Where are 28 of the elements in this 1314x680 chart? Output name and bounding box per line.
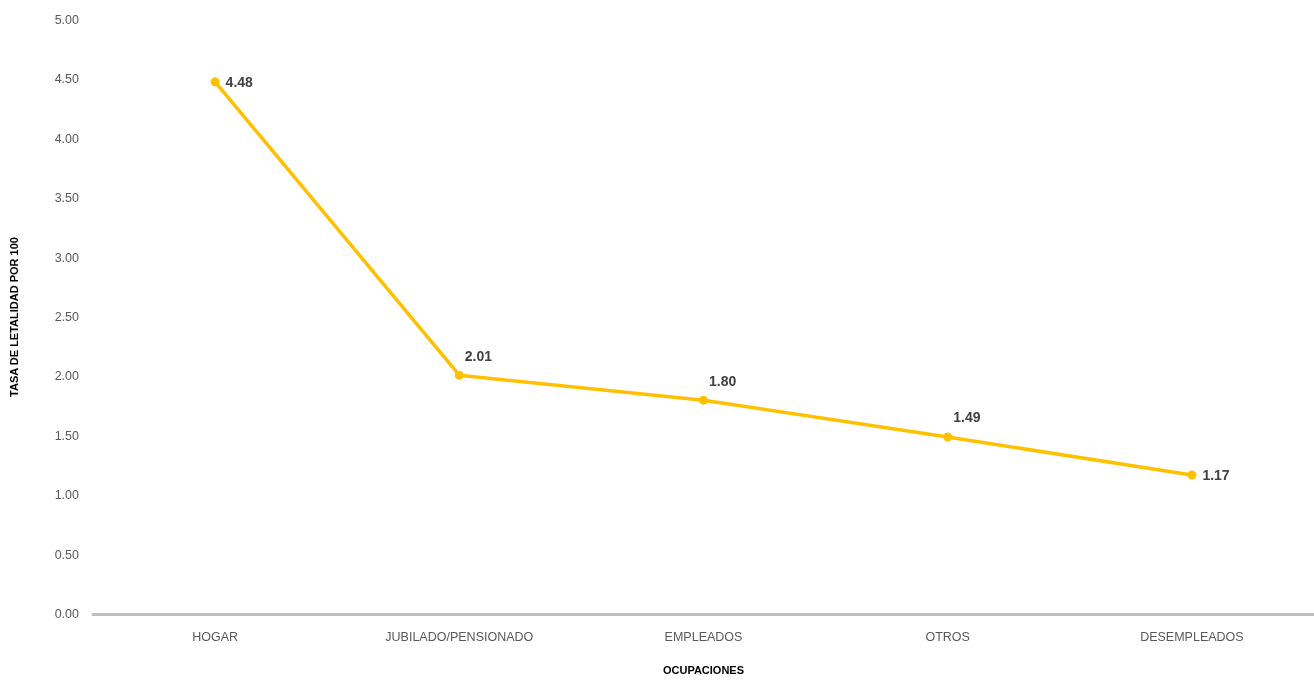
- x-tick-label: JUBILADO/PENSIONADO: [385, 629, 534, 644]
- y-tick-label: 4.50: [54, 72, 80, 87]
- data-label: 4.48: [225, 73, 254, 90]
- data-label: 1.49: [953, 409, 981, 426]
- y-tick-label: 3.50: [54, 191, 80, 206]
- data-label: 1.17: [1202, 467, 1230, 483]
- point: [210, 77, 220, 87]
- y-tick-label: 1.00: [54, 488, 80, 503]
- point: [943, 432, 953, 442]
- y-tick-label: 4.00: [54, 131, 80, 146]
- y-tick-label: 3.00: [54, 250, 80, 265]
- y-tick-label: 5.00: [54, 13, 80, 27]
- data-label: 2.01: [464, 347, 493, 364]
- y-axis-title: TASA DE LETALIDAD POR 100: [7, 237, 20, 397]
- y-tick-label: 0.00: [54, 607, 80, 621]
- point: [454, 370, 464, 380]
- x-tick-label: DESEMPLEADOS: [1140, 629, 1244, 644]
- data-label: 1.80: [709, 372, 737, 389]
- x-axis-title: OCUPACIONES: [662, 663, 745, 676]
- y-tick-label: 1.50: [54, 428, 80, 443]
- point: [699, 395, 708, 405]
- x-tick-label: OTROS: [925, 629, 970, 644]
- y-tick-label: 2.50: [54, 310, 80, 324]
- y-tick-label: 2.00: [54, 369, 80, 384]
- x-tick-label: EMPLEADOS: [664, 629, 743, 644]
- y-tick-label: 0.50: [54, 547, 80, 562]
- point: [1187, 470, 1197, 480]
- x-tick-label: HOGAR: [192, 629, 239, 644]
